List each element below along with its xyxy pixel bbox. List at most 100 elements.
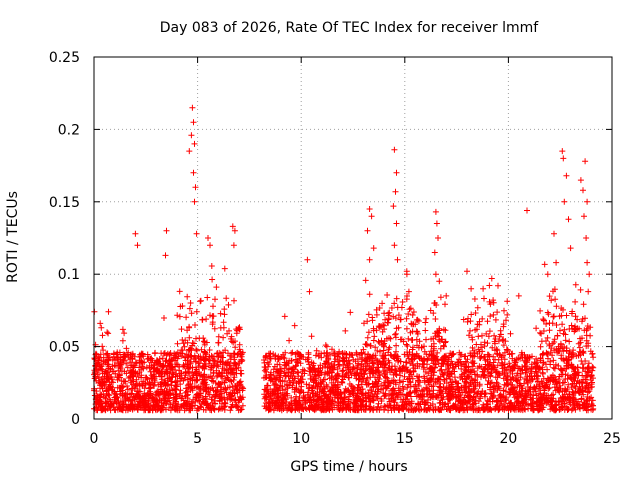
data-point <box>152 391 159 398</box>
data-point <box>519 404 526 411</box>
data-point <box>92 373 99 380</box>
data-point <box>392 188 399 195</box>
data-point <box>558 305 565 312</box>
data-point <box>447 407 454 414</box>
data-point <box>369 406 376 413</box>
data-point <box>214 384 221 391</box>
data-point <box>445 361 452 368</box>
data-point <box>313 401 320 408</box>
data-point <box>393 325 400 332</box>
data-point <box>549 352 556 359</box>
data-point <box>404 343 411 349</box>
data-point <box>235 399 242 406</box>
data-point <box>307 402 314 409</box>
data-point <box>574 377 581 384</box>
data-point <box>341 389 348 396</box>
data-point <box>506 351 513 358</box>
data-point <box>379 300 386 307</box>
data-point <box>447 397 453 403</box>
data-point <box>293 385 300 392</box>
data-point <box>582 158 589 165</box>
data-point <box>200 335 207 342</box>
data-point <box>501 356 508 363</box>
data-point <box>176 407 183 414</box>
x-tick-label: 15 <box>396 431 414 447</box>
data-point <box>464 318 471 325</box>
tick-labels: 0 5 10 15 20 25 0 0.05 0.1 0.15 0.2 0.25 <box>49 50 621 447</box>
data-point <box>407 379 414 386</box>
data-point <box>129 385 135 392</box>
data-point <box>543 395 550 402</box>
data-point <box>129 350 136 357</box>
data-point <box>177 381 184 388</box>
data-point <box>339 357 346 364</box>
data-point <box>153 357 160 364</box>
data-point <box>469 334 475 341</box>
data-point <box>518 393 525 400</box>
data-point <box>367 342 374 349</box>
data-point <box>261 395 268 402</box>
data-point <box>113 394 120 400</box>
data-point <box>545 385 552 392</box>
data-point <box>449 403 456 410</box>
data-point <box>453 406 460 412</box>
data-point <box>393 169 400 176</box>
data-point <box>306 368 313 375</box>
data-point <box>576 404 583 411</box>
data-point <box>362 341 369 348</box>
data-point <box>382 390 389 397</box>
data-point <box>234 403 240 410</box>
data-point <box>380 321 386 328</box>
data-point <box>359 398 365 405</box>
data-point <box>534 359 541 366</box>
data-point <box>381 370 388 377</box>
data-point <box>165 391 171 398</box>
data-point <box>232 382 238 389</box>
data-point <box>432 271 439 278</box>
data-point <box>552 296 559 303</box>
data-point <box>200 378 207 385</box>
data-point <box>373 383 380 390</box>
data-point <box>155 381 162 388</box>
data-point <box>563 365 570 372</box>
data-point <box>336 348 343 355</box>
data-point <box>559 405 566 411</box>
data-point <box>569 364 576 371</box>
data-point <box>210 405 217 412</box>
data-point <box>325 370 332 377</box>
data-point <box>577 177 584 184</box>
data-point <box>427 365 434 372</box>
data-point <box>306 382 313 388</box>
data-point <box>188 132 195 139</box>
data-point <box>214 362 221 368</box>
data-point <box>405 288 412 295</box>
data-point <box>359 391 366 398</box>
data-point <box>222 375 229 382</box>
data-point <box>150 395 157 402</box>
data-point <box>366 291 373 298</box>
data-point <box>563 347 570 354</box>
data-point <box>121 330 128 337</box>
data-point <box>375 338 382 345</box>
data-point <box>269 388 276 395</box>
data-point <box>544 334 551 341</box>
data-point <box>364 341 370 348</box>
data-point <box>203 374 210 381</box>
data-point <box>265 407 272 414</box>
data-point <box>454 383 461 390</box>
data-point <box>209 313 216 320</box>
data-point <box>306 361 313 368</box>
data-point <box>480 285 487 292</box>
data-point <box>105 386 112 393</box>
data-point <box>237 393 243 400</box>
data-point <box>514 398 521 405</box>
data-point <box>558 371 565 378</box>
data-point <box>550 313 557 320</box>
data-point <box>192 184 199 191</box>
data-point <box>174 312 181 319</box>
data-point <box>503 317 509 324</box>
data-point <box>152 349 159 356</box>
data-point <box>449 360 456 367</box>
data-point <box>339 373 346 380</box>
data-point <box>393 220 400 227</box>
